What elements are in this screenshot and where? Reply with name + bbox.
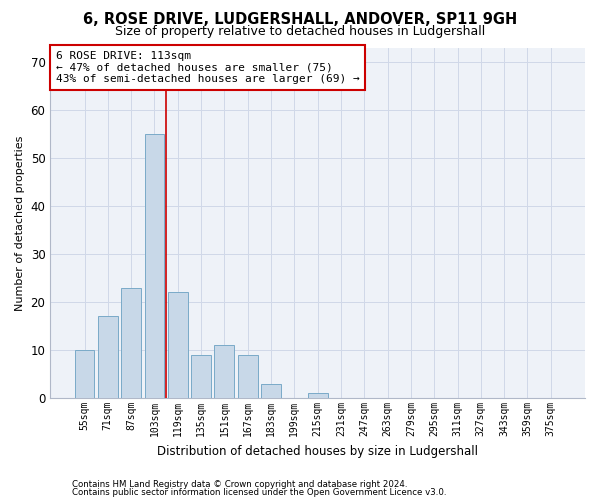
- Bar: [238, 355, 257, 398]
- Y-axis label: Number of detached properties: Number of detached properties: [15, 135, 25, 310]
- X-axis label: Distribution of detached houses by size in Ludgershall: Distribution of detached houses by size …: [157, 444, 478, 458]
- Bar: [74, 350, 94, 398]
- Bar: [191, 355, 211, 398]
- Text: 6 ROSE DRIVE: 113sqm
← 47% of detached houses are smaller (75)
43% of semi-detac: 6 ROSE DRIVE: 113sqm ← 47% of detached h…: [56, 51, 359, 84]
- Bar: [261, 384, 281, 398]
- Text: Size of property relative to detached houses in Ludgershall: Size of property relative to detached ho…: [115, 25, 485, 38]
- Bar: [214, 346, 234, 398]
- Bar: [168, 292, 188, 398]
- Bar: [308, 394, 328, 398]
- Text: 6, ROSE DRIVE, LUDGERSHALL, ANDOVER, SP11 9GH: 6, ROSE DRIVE, LUDGERSHALL, ANDOVER, SP1…: [83, 12, 517, 28]
- Text: Contains HM Land Registry data © Crown copyright and database right 2024.: Contains HM Land Registry data © Crown c…: [72, 480, 407, 489]
- Bar: [98, 316, 118, 398]
- Bar: [145, 134, 164, 398]
- Bar: [121, 288, 141, 398]
- Text: Contains public sector information licensed under the Open Government Licence v3: Contains public sector information licen…: [72, 488, 446, 497]
